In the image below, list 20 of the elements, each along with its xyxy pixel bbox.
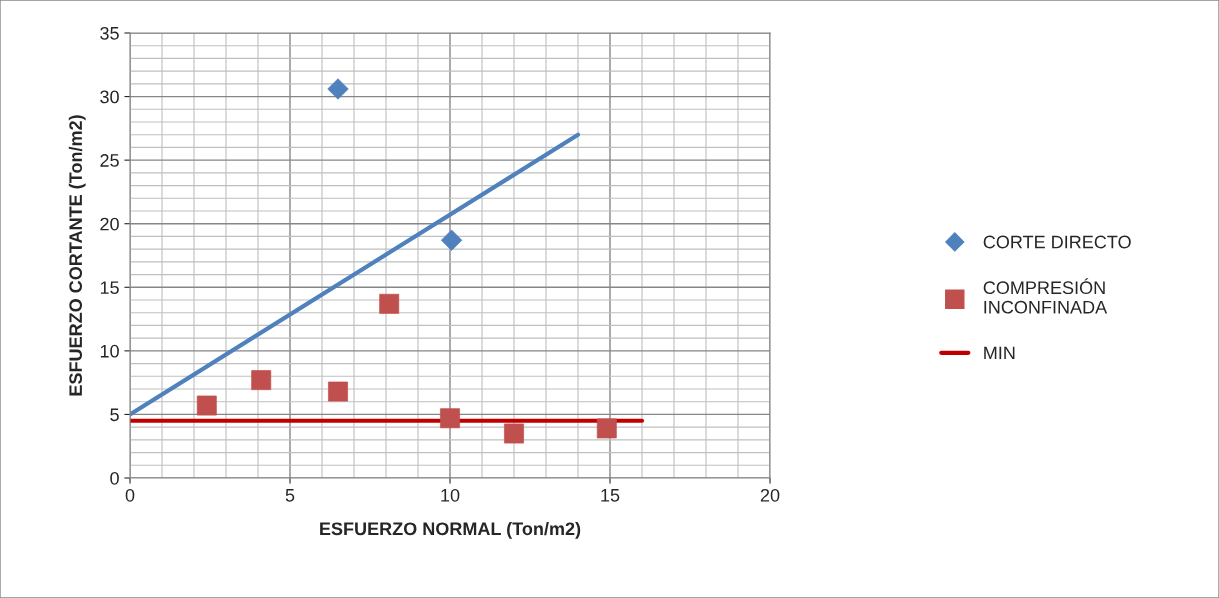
x-axis-title: ESFUERZO NORMAL (Ton/m2): [320, 521, 581, 539]
x-tick-label: 5: [285, 489, 295, 502]
y-tick-label: 10: [100, 344, 119, 358]
legend-label: CORTE DIRECTO: [983, 235, 1131, 249]
x-tick-label: 15: [601, 489, 620, 502]
x-tick-label: 0: [125, 488, 135, 502]
legend-label: COMPRESIÓN INCONFINADA: [983, 278, 1108, 314]
y-tick-label: 5: [110, 408, 119, 422]
x-tick-label: 10: [441, 488, 460, 502]
y-tick-label: 0: [110, 471, 119, 485]
y-tick-label: 20: [100, 217, 119, 231]
y-tick-label: 30: [100, 90, 119, 104]
y-tick-label: 35: [100, 26, 119, 40]
point: [327, 78, 349, 100]
y-tick-label: 15: [100, 281, 119, 295]
y-axis-title: ESFUERZO CORTANTE (Ton/m2): [68, 115, 86, 396]
legend-label: MIN: [984, 346, 1015, 360]
point: [440, 229, 463, 251]
x-tick-label: 20: [760, 488, 780, 502]
y-tick-label: 25: [100, 154, 119, 167]
